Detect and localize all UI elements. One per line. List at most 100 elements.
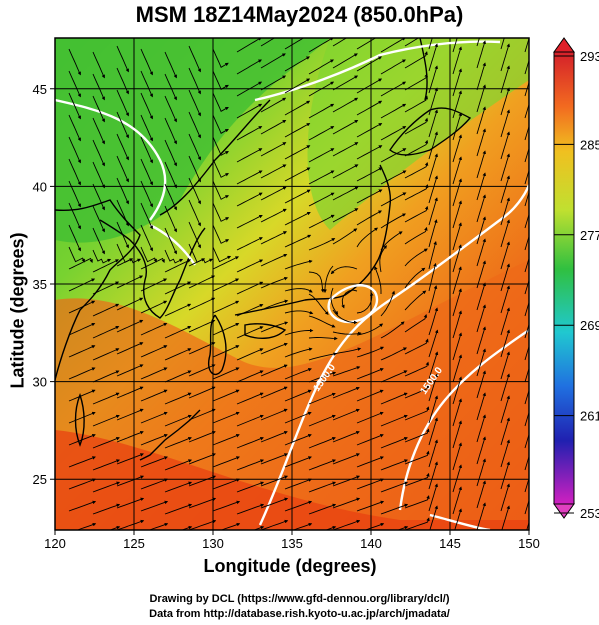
- wind-streamline: [500, 87, 510, 116]
- wind-streamline: [116, 155, 129, 183]
- coastline-kyushu: [208, 314, 227, 375]
- wind-streamline: [308, 38, 334, 53]
- wind-streamline: [524, 125, 529, 141]
- wind-streamline: [500, 285, 510, 314]
- wind-streamline: [212, 367, 240, 380]
- wind-streamline: [260, 53, 286, 69]
- wind-streamline: [140, 411, 168, 424]
- wind-streamline: [236, 81, 263, 97]
- wind-streamline: [212, 389, 240, 402]
- wind-streamline: [428, 38, 433, 50]
- wind-streamline: [452, 288, 462, 317]
- wind-streamline: [260, 497, 289, 509]
- wind-streamline: [284, 347, 313, 358]
- wind-streamline: [284, 123, 311, 138]
- wind-streamline: [92, 227, 105, 255]
- wind-streamline: [404, 139, 429, 157]
- wind-streamline: [116, 475, 145, 487]
- wind-streamline: [212, 478, 241, 490]
- contour-line-north: [55, 98, 167, 221]
- wind-streamline: [332, 119, 359, 135]
- wind-streamline: [428, 131, 438, 160]
- wind-streamline: [428, 417, 438, 446]
- wind-streamline: [404, 184, 429, 201]
- wind-streamline: [524, 411, 529, 427]
- wind-streamline: [308, 148, 335, 163]
- wind-streamline: [428, 307, 439, 336]
- wind-streamline: [92, 459, 121, 471]
- wind-streamline: [380, 148, 407, 163]
- wind-streamline: [452, 442, 462, 471]
- wind-streamline: [452, 486, 462, 515]
- wind-streamline: [356, 38, 377, 50]
- wind-streamline: [68, 500, 97, 512]
- wind-streamline: [236, 459, 265, 471]
- wind-streamline: [476, 194, 486, 223]
- wind-streamline: [452, 398, 462, 427]
- wind-streamline: [92, 281, 120, 295]
- wind-streamline: [236, 126, 263, 141]
- wind-streamline: [188, 133, 201, 161]
- wind-streamline: [404, 95, 428, 113]
- wind-streamline: [452, 464, 462, 493]
- wind-streamline: [500, 351, 510, 380]
- wind-streamline: [332, 142, 359, 157]
- wind-streamline: [404, 338, 429, 355]
- wind-streamline: [404, 51, 428, 69]
- wind-streamline: [404, 495, 430, 509]
- wind-streamline: [356, 210, 382, 226]
- coastline-china: [55, 199, 141, 381]
- wind-streamline: [332, 431, 360, 443]
- wind-streamline: [140, 246, 157, 263]
- wind-streamline: [68, 478, 97, 490]
- wind-streamline: [116, 297, 144, 311]
- wind-streamline: [332, 475, 361, 487]
- wind-streamline: [356, 145, 383, 160]
- wind-streamline: [308, 81, 335, 97]
- wind-streamline: [284, 259, 313, 270]
- colorbar-top-arrow: [553, 37, 575, 53]
- wind-streamline: [164, 95, 177, 123]
- wind-streamline: [212, 411, 240, 424]
- wind-streamline: [68, 158, 81, 186]
- wind-streamline: [68, 367, 96, 380]
- wind-streamline: [260, 75, 287, 91]
- wind-streamline: [356, 411, 384, 424]
- wind-streamline: [92, 51, 105, 79]
- wind-streamline: [140, 257, 165, 270]
- coastline-taiwan: [74, 392, 85, 447]
- wind-streamline: [188, 297, 216, 311]
- wind-streamline: [260, 364, 288, 377]
- wind-streamline: [476, 40, 486, 69]
- wind-streamline: [404, 314, 428, 333]
- wind-streamline: [260, 186, 287, 201]
- wind-streamline: [284, 145, 311, 160]
- wind-streamline: [164, 205, 177, 233]
- wind-streamline: [284, 478, 313, 490]
- wind-streamline: [116, 177, 129, 205]
- wind-streamline: [332, 208, 359, 223]
- wind-streamline: [356, 78, 383, 94]
- wind-streamline: [236, 370, 264, 383]
- wind-streamline: [164, 481, 193, 493]
- wind-streamline: [188, 497, 217, 509]
- wind-streamline: [452, 178, 462, 207]
- wind-streamline: [116, 67, 129, 95]
- wind-streamline: [92, 205, 105, 233]
- wind-streamline: [308, 126, 335, 141]
- wind-streamline: [212, 500, 241, 512]
- wind-streamline: [500, 417, 510, 446]
- wind-streamline: [260, 97, 287, 113]
- wind-streamline: [164, 303, 192, 317]
- wind-streamline: [524, 455, 529, 471]
- wind-streamline: [140, 478, 169, 490]
- wind-streamline: [260, 408, 288, 421]
- wind-streamline: [452, 200, 462, 229]
- wind-streamline: [308, 192, 335, 207]
- wind-streamline: [68, 389, 96, 402]
- wind-streamline: [284, 167, 311, 182]
- wind-streamline: [164, 459, 193, 471]
- wind-streamline: [260, 475, 289, 487]
- wind-streamline: [524, 367, 529, 383]
- wind-streamline: [500, 65, 510, 94]
